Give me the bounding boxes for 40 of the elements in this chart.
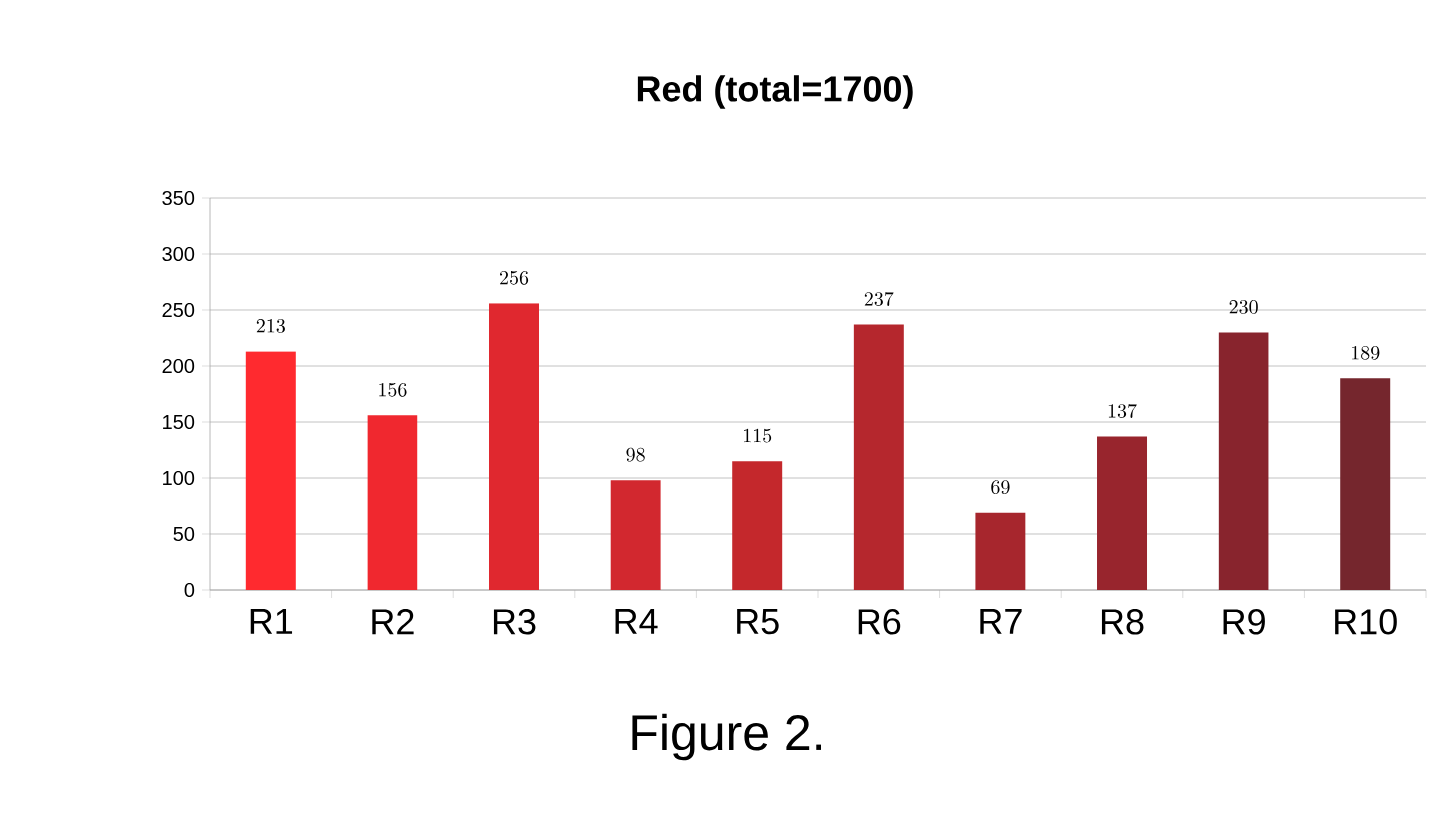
bar [1340, 378, 1391, 590]
y-tick-label: 250 [162, 302, 195, 318]
x-tick-label: R10 [1335, 609, 1397, 635]
data-label: 115 [744, 428, 772, 443]
y-tick-label: 0 [184, 582, 195, 598]
data-label: 137 [1108, 403, 1137, 418]
y-tick-label: 200 [162, 358, 195, 374]
bar [732, 461, 783, 590]
x-tick-label: R2 [372, 609, 414, 635]
x-tick-label: R9 [1223, 609, 1265, 635]
x-tick-label: R3 [493, 609, 536, 635]
x-tick-label: R7 [980, 609, 1022, 634]
data-label: 213 [256, 319, 285, 333]
data-label: 230 [1229, 300, 1258, 314]
data-label: 189 [1352, 345, 1380, 360]
bar [245, 351, 296, 590]
data-label: 237 [864, 291, 894, 306]
data-label: 156 [379, 382, 407, 397]
y-tick-label: 50 [173, 526, 195, 542]
bar [1218, 332, 1269, 590]
x-tick-label: R8 [1101, 609, 1144, 635]
bar [975, 512, 1026, 590]
data-label: 98 [626, 447, 645, 462]
bar [610, 480, 661, 590]
y-tick-label: 300 [162, 246, 195, 262]
bar [367, 415, 418, 590]
bar [489, 303, 540, 590]
data-label: 69 [991, 480, 1010, 495]
x-tick-label: R5 [737, 609, 779, 635]
caption: Figure 2. [632, 713, 822, 761]
y-tick-label: 350 [162, 190, 195, 206]
x-tick-label: R1 [250, 609, 293, 634]
y-tick-label: 150 [163, 414, 195, 430]
x-tick-label: R4 [615, 609, 658, 634]
bar [853, 324, 904, 590]
x-tick-label: R6 [858, 609, 901, 635]
y-tick-label: 100 [163, 470, 195, 486]
bar [1097, 436, 1148, 590]
chart-title: Red (total=1700) [637, 75, 913, 109]
data-label: 256 [500, 270, 529, 285]
